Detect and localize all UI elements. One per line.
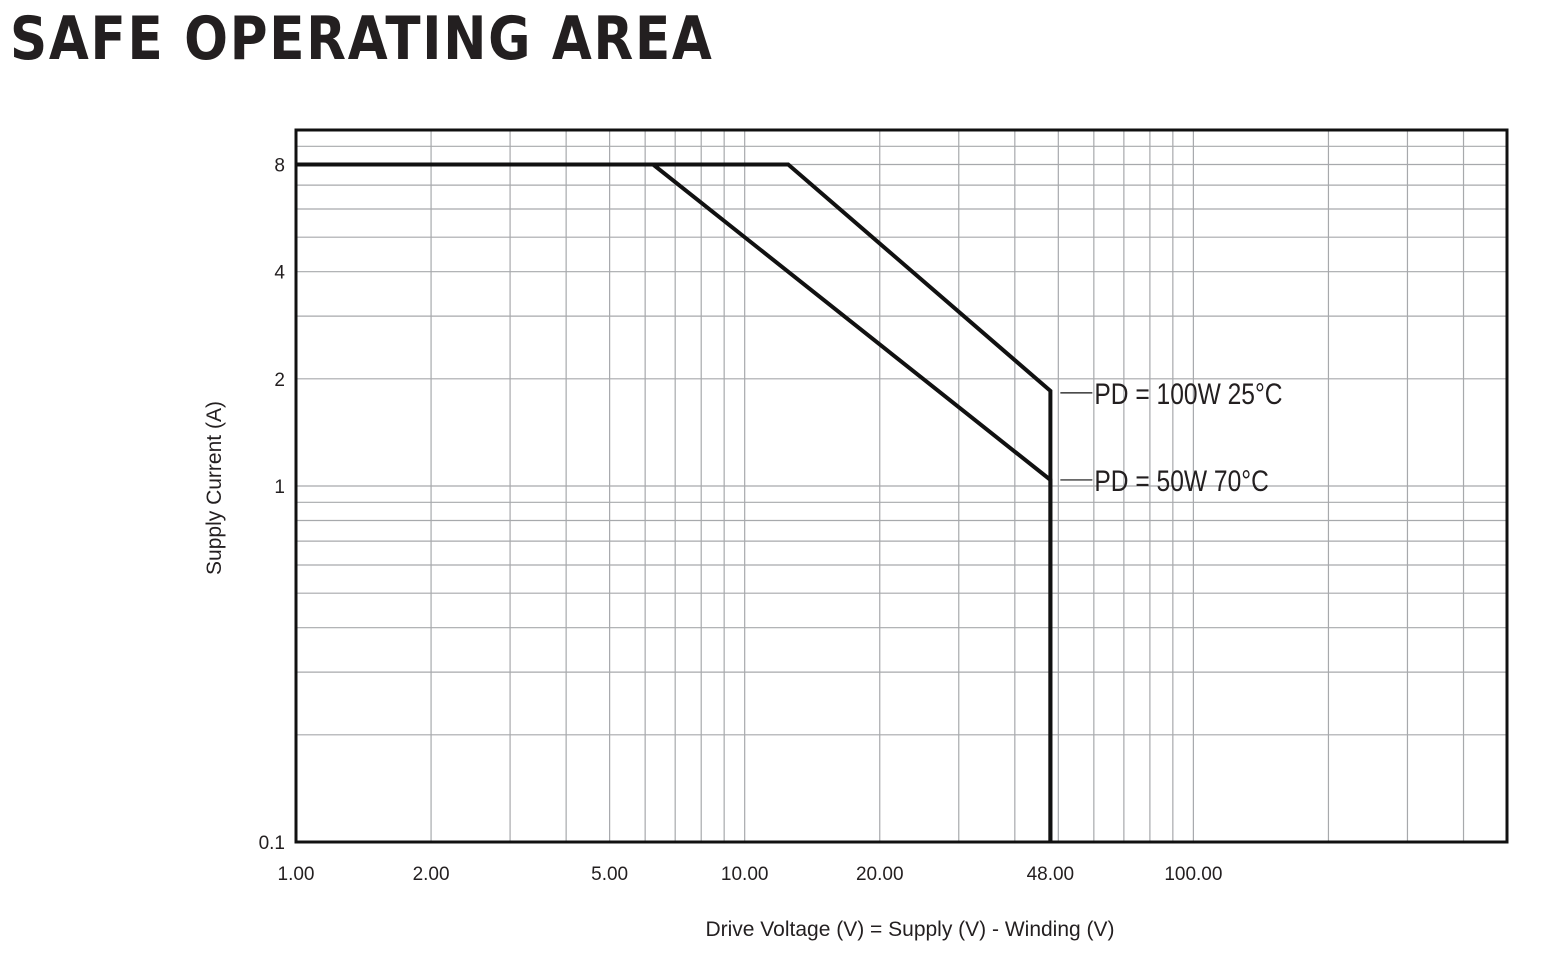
x-tick-label: 2.00: [413, 864, 450, 885]
series-labels: PD = 100W 25°C PD = 50W 70°C: [1060, 377, 1283, 498]
x-tick-label: 1.00: [278, 864, 315, 885]
y-tick-label: 4: [274, 263, 285, 284]
x-tick-label: 10.00: [721, 864, 769, 885]
page-title: SAFE OPERATING AREA: [10, 4, 714, 74]
series-lines: [296, 162, 1053, 842]
series-label-1: PD = 100W 25°C: [1094, 377, 1282, 411]
x-tick-label: 100.00: [1164, 864, 1222, 885]
x-axis-label: Drive Voltage (V) = Supply (V) - Winding…: [705, 918, 1114, 941]
x-tick-label: 20.00: [856, 864, 904, 885]
y-tick-label: 2: [274, 370, 285, 391]
series-line-2: [296, 162, 1053, 842]
y-axis-label: Supply Current (A): [203, 401, 226, 575]
x-tick-label: 5.00: [591, 864, 628, 885]
series-line-1: [296, 162, 1053, 842]
plot-frame: [294, 128, 1509, 844]
series-label-2: PD = 50W 70°C: [1094, 464, 1269, 498]
grid-lines: [296, 130, 1507, 842]
tick-labels: 1.00 2.00 5.00 10.00 20.00 48.00 100.00 8 4 2 1 0.1: [259, 155, 1223, 885]
y-tick-label: 1: [274, 477, 285, 498]
y-tick-label: 8: [274, 155, 285, 176]
y-tick-label: 0.1: [259, 833, 285, 854]
x-tick-label: 48.00: [1027, 864, 1075, 885]
